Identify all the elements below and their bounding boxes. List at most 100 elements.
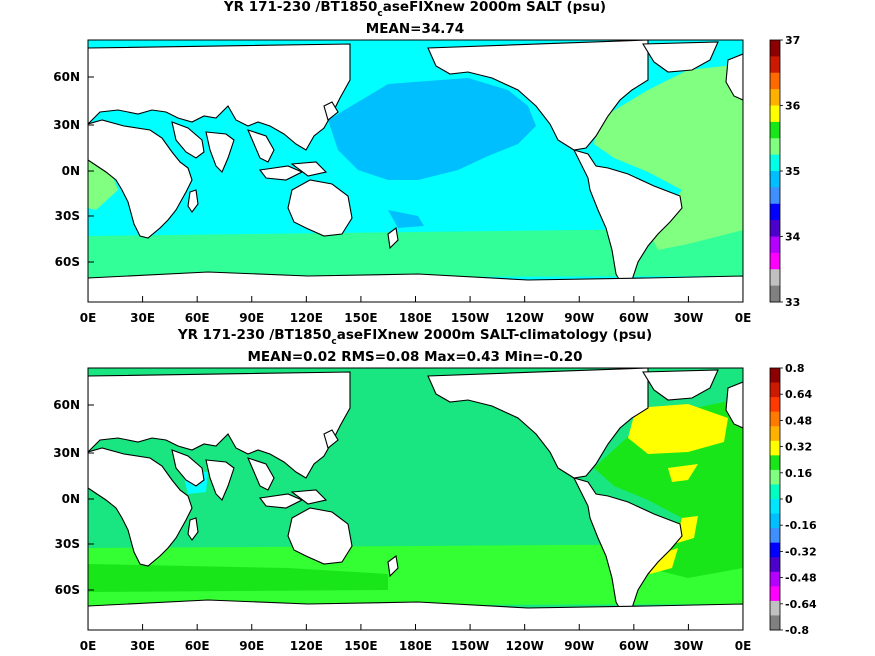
y-tick-label: 60S	[55, 255, 80, 269]
x-tick-label: 60E	[185, 639, 210, 653]
x-tick-label: 30W	[673, 311, 703, 325]
colorbar-swatch	[770, 499, 780, 515]
ocean-southern	[88, 228, 743, 278]
x-tick-label: 150W	[451, 311, 489, 325]
colorbar-swatch	[770, 571, 780, 587]
colorbar-swatch	[770, 154, 780, 172]
colorbar-swatch	[770, 40, 780, 57]
colorbar-label: 37	[785, 34, 800, 47]
x-tick-label: 60E	[185, 311, 210, 325]
colorbar-label: -0.32	[785, 545, 817, 558]
panel-stats: MEAN=34.74	[366, 21, 464, 37]
x-tick-label: 0E	[735, 639, 752, 653]
map-field	[88, 368, 743, 630]
x-tick-label: 180E	[399, 311, 432, 325]
panel-title: YR 171-230 /BT1850caseFIXnew 2000m SALT-…	[177, 327, 652, 347]
x-tick-label: 180E	[399, 639, 432, 653]
colorbar-label: 0	[785, 493, 793, 506]
anomaly-high	[628, 404, 728, 454]
colorbar-swatch	[770, 586, 780, 602]
y-tick-label: 30N	[53, 446, 80, 460]
colorbar-swatch	[770, 455, 780, 471]
colorbar-swatch	[770, 382, 780, 398]
y-tick-label: 30S	[55, 209, 80, 223]
colorbar-swatch	[770, 484, 780, 500]
colorbar-swatch	[770, 203, 780, 221]
colorbar-label: -0.16	[785, 519, 817, 532]
x-tick-label: 150E	[344, 311, 377, 325]
colorbar-label: 0.32	[785, 441, 812, 454]
colorbar-swatch	[770, 542, 780, 558]
colorbar-swatch	[770, 121, 780, 139]
axis-ticks: 0E 30E 60E 90E 120E 150E 180E 150W 120W 90W 60W 30W…	[53, 70, 751, 325]
colorbar-swatch	[770, 426, 780, 442]
panel-title: YR 171-230 /BT1850caseFIXnew 2000m SALT …	[223, 0, 606, 19]
colorbar-swatch	[770, 411, 780, 427]
x-tick-label: 150E	[344, 639, 377, 653]
colorbar-swatch	[770, 72, 780, 90]
x-tick-label: 90W	[564, 639, 594, 653]
axis-ticks: 0E 30E 60E 90E 120E 150E 180E 150W 120W 90W 60W 30W…	[53, 398, 751, 653]
colorbar-swatch	[770, 89, 780, 106]
colorbar-label: -0.8	[785, 624, 809, 637]
panel-salt-anomaly: YR 171-230 /BT1850caseFIXnew 2000m SALT-…	[53, 327, 817, 653]
x-tick-label: 120E	[290, 311, 323, 325]
x-tick-label: 30W	[673, 639, 703, 653]
colorbar-label: 34	[785, 231, 801, 244]
x-tick-label: 0E	[80, 311, 97, 325]
x-tick-label: 30E	[130, 311, 155, 325]
x-tick-label: 90W	[564, 311, 594, 325]
x-tick-label: 30E	[130, 639, 155, 653]
colorbar-swatch	[770, 397, 780, 413]
y-tick-label: 30S	[55, 537, 80, 551]
x-tick-label: 120W	[506, 311, 544, 325]
x-tick-label: 90E	[239, 311, 264, 325]
y-tick-label: 0N	[62, 164, 80, 178]
colorbar-swatch	[770, 285, 780, 303]
colorbar-swatch	[770, 615, 780, 631]
y-tick-label: 60N	[53, 70, 80, 84]
colorbar-swatch	[770, 557, 780, 573]
y-tick-label: 0N	[62, 492, 80, 506]
ocean-atlantic	[594, 64, 743, 250]
x-tick-label: 120E	[290, 639, 323, 653]
colorbar-swatch	[770, 528, 780, 544]
colorbar: 37 36 35 34 33	[769, 34, 801, 309]
x-tick-label: 60W	[619, 311, 649, 325]
x-tick-label: 0E	[735, 311, 752, 325]
colorbar: 0.8 0.64 0.48 0.32 0.16 0 -0.16 -0.32 -0.48 -0.64…	[769, 362, 817, 637]
colorbar-label: 0.64	[785, 388, 812, 401]
colorbar-swatch	[770, 187, 780, 205]
colorbar-swatch	[770, 469, 780, 485]
colorbar-swatch	[770, 368, 780, 384]
x-tick-label: 60W	[619, 639, 649, 653]
colorbar-label: 0.16	[785, 467, 812, 480]
colorbar-swatch	[770, 171, 780, 188]
y-tick-label: 60S	[55, 583, 80, 597]
colorbar-swatch	[770, 138, 780, 156]
map-field	[88, 40, 743, 302]
colorbar-swatch	[770, 440, 780, 456]
x-tick-label: 120W	[506, 639, 544, 653]
colorbar-label: 0.8	[785, 362, 805, 375]
panel-salt-mean: YR 171-230 /BT1850caseFIXnew 2000m SALT …	[53, 0, 800, 325]
colorbar-swatch	[770, 269, 780, 287]
x-tick-label: 150W	[451, 639, 489, 653]
colorbar-label: -0.64	[785, 598, 817, 611]
colorbar-label: 33	[785, 296, 800, 309]
colorbar-label: 35	[785, 165, 800, 178]
colorbar-swatch	[770, 513, 780, 529]
colorbar-swatch	[770, 600, 780, 616]
x-tick-label: 0E	[80, 639, 97, 653]
colorbar-label: 0.48	[785, 414, 812, 427]
ocean-pacific	[328, 78, 536, 180]
x-tick-label: 90E	[239, 639, 264, 653]
colorbar-swatch	[770, 56, 780, 74]
panel-stats: MEAN=0.02 RMS=0.08 Max=0.43 Min=-0.20	[247, 349, 582, 365]
colorbar-swatch	[770, 220, 780, 237]
y-tick-label: 60N	[53, 398, 80, 412]
colorbar-label: 36	[785, 100, 801, 113]
colorbar-swatch	[770, 252, 780, 270]
colorbar-swatch	[770, 236, 780, 254]
